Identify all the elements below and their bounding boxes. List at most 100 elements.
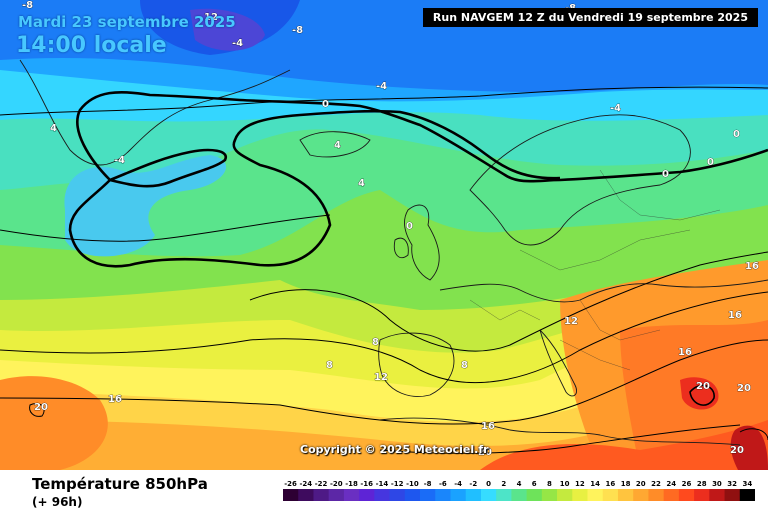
legend-tick-label: -6 [439, 480, 447, 488]
isotherm-label: 16 [728, 310, 742, 321]
color-legend: -26 -24 -22 -20 -18 -16 -14 -12 -10 -8 -6 -4 -2 0 2 4 6 8… [283, 480, 755, 501]
legend-tick-label: -14 [376, 480, 389, 488]
greenland-coast [19, 59, 291, 166]
valid-date: Mardi 23 septembre 2025 [18, 13, 236, 31]
isotherm-label: 16 [108, 394, 122, 405]
legend-tick-label: 4 [517, 480, 522, 488]
europe-coast [439, 279, 768, 303]
isotherm-label: 20 [696, 381, 710, 392]
isotherm-label: 0 [707, 157, 714, 168]
legend-tick-label: -18 [345, 480, 358, 488]
legend-swatch [465, 489, 482, 501]
isotherm-label: 4 [50, 123, 57, 134]
isotherm-label: 12 [204, 12, 218, 23]
legend-tick-label: -12 [391, 480, 404, 488]
isotherm-label: 12 [564, 316, 578, 327]
legend-tick-label: 14 [590, 480, 600, 488]
legend-tick-label: -26 [284, 480, 297, 488]
isotherm-label: 4 [358, 178, 365, 189]
copyright: Copyright © 2025 Meteociel.fr [300, 443, 489, 456]
isotherm-label: 20 [730, 445, 744, 456]
isotherm-label: 12 [374, 372, 388, 383]
legend-tick-label: -22 [315, 480, 328, 488]
legend-swatch [678, 489, 695, 501]
legend-swatch [724, 489, 741, 501]
isotherm-label: 0 [662, 169, 669, 180]
legend-swatch [313, 489, 330, 501]
legend-tick-label: 22 [651, 480, 661, 488]
legend-swatch [648, 489, 665, 501]
isotherms [0, 86, 768, 454]
isotherm-label: 16 [678, 347, 692, 358]
legend-swatch [420, 489, 436, 501]
legend-swatch [450, 489, 467, 501]
legend-swatch [298, 489, 314, 501]
lead-time: (+ 96h) [32, 495, 83, 509]
legend-tick-label: 34 [743, 480, 753, 488]
legend-swatch [572, 489, 588, 501]
legend-tick-label: 20 [636, 480, 646, 488]
legend-swatch [480, 489, 497, 501]
legend-tick-label: 24 [666, 480, 676, 488]
isotherm-label: -4 [610, 103, 621, 114]
run-info: Run NAVGEM 12 Z du Vendredi 19 septembre… [422, 8, 758, 27]
isotherm-label: -8 [292, 25, 303, 36]
isotherm-label: 8 [461, 360, 468, 371]
legend-tick-label: 30 [712, 480, 722, 488]
legend-tick-label: 32 [727, 480, 737, 488]
legend-tick-label: 12 [575, 480, 585, 488]
legend-swatch [663, 489, 680, 501]
isotherm-label: 20 [478, 447, 492, 458]
legend-swatch [343, 489, 360, 501]
borders [469, 169, 721, 371]
isotherm-label: 8 [372, 337, 379, 348]
legend-tick-label: 26 [682, 480, 692, 488]
legend-tick-label: -8 [424, 480, 432, 488]
italy-coast [539, 329, 577, 397]
legend-swatch [374, 489, 390, 501]
legend-tick-label: 8 [547, 480, 552, 488]
legend-tick-label: 0 [486, 480, 491, 488]
temperature-map: -8 12 -8 -8 -4 0 4 -4 4 4 0 -4 0 0 0 16 … [0, 0, 768, 470]
legend-swatch [617, 489, 634, 501]
legend-tick-label: -16 [360, 480, 373, 488]
iberia-coast [378, 332, 455, 397]
field-warm-blob-east [680, 377, 719, 410]
legend-swatch [633, 489, 649, 501]
zero-isotherm [68, 90, 768, 268]
legend-tick-label: 18 [621, 480, 631, 488]
ireland-coast [393, 237, 409, 259]
isotherm-label: 0 [733, 129, 740, 140]
field-plus22-africa [480, 420, 768, 470]
legend-swatch [404, 489, 421, 501]
uk-coast [404, 204, 440, 281]
legend-swatch [435, 489, 451, 501]
isotherm-label: 0 [406, 221, 413, 232]
isotherm-label: 0 [322, 99, 329, 110]
legend-swatch [359, 489, 375, 501]
legend-tick-label: -2 [469, 480, 477, 488]
isotherm-label: -4 [114, 155, 125, 166]
isotherm-label: 16 [481, 421, 495, 432]
field-plus16 [0, 350, 768, 470]
africa-coast [379, 417, 741, 446]
isotherm-label: -4 [376, 81, 387, 92]
legend-tick-label: 6 [532, 480, 537, 488]
parameter-title: Température 850hPa [32, 475, 208, 493]
isotherm-label: -4 [232, 38, 243, 49]
legend-tick-label: 16 [605, 480, 615, 488]
iceland-coast [299, 131, 371, 158]
isotherm-labels: -8 12 -8 -8 -4 0 4 -4 4 4 0 -4 0 0 0 16 … [22, 0, 760, 458]
legend-swatch [557, 489, 573, 501]
isotherm-label: -8 [22, 0, 33, 11]
field-cold-pool-greenland [64, 155, 227, 257]
isotherm-label: 20 [737, 383, 751, 394]
legend-tick-label: -24 [300, 480, 313, 488]
legend-tick-label: 2 [501, 480, 506, 488]
legend-tick-label: -20 [330, 480, 343, 488]
legend-swatch [511, 489, 528, 501]
legend-tick-label: -4 [454, 480, 462, 488]
isotherm-label: 8 [326, 360, 333, 371]
isotherm-label: 20 [34, 402, 48, 413]
legend-swatch [328, 489, 345, 501]
